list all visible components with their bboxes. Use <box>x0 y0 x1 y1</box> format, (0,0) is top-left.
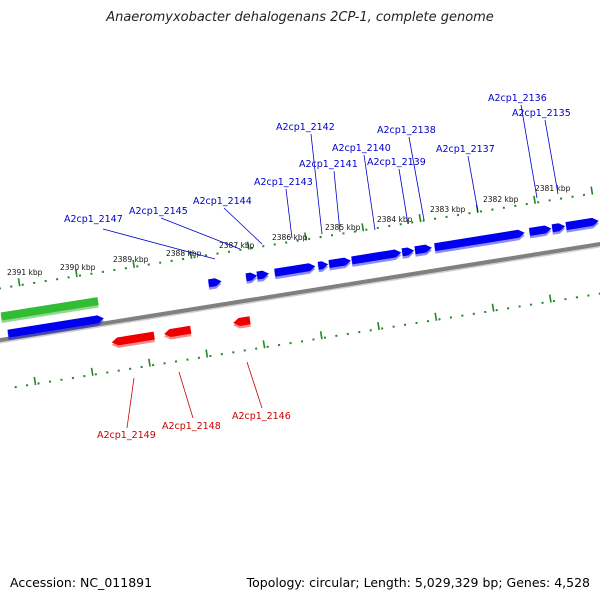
map-title: Anaeromyxobacter dehalogenans 2CP-1, com… <box>0 10 600 25</box>
scale-major-tick <box>206 350 207 358</box>
forward-gene-arrow[interactable] <box>552 223 565 232</box>
scale-major-tick <box>34 377 35 385</box>
reverse-gene-label[interactable]: A2cp1_2149 <box>97 430 156 441</box>
forward-gene-arrow[interactable] <box>402 247 414 256</box>
scale-label: 2381 kbp <box>535 184 571 193</box>
forward-gene-label[interactable]: A2cp1_2138 <box>377 125 436 136</box>
forward-gene-leader <box>545 120 558 194</box>
scale-major-tick <box>550 295 551 303</box>
forward-gene-arrow[interactable] <box>246 273 257 282</box>
scale-major-tick <box>534 196 535 204</box>
scale-major-tick <box>591 187 592 195</box>
scale-label: 2385 kbp <box>325 223 361 232</box>
forward-gene-label[interactable]: A2cp1_2135 <box>512 108 571 119</box>
forward-gene-leader <box>468 156 478 212</box>
forward-gene-leader <box>286 189 292 238</box>
forward-gene-arrow[interactable] <box>256 271 268 280</box>
reverse-gene-label[interactable]: A2cp1_2148 <box>162 421 221 432</box>
reverse-gene-leader <box>247 362 262 408</box>
forward-gene-leader <box>161 218 240 249</box>
reverse-gene-leader <box>179 372 193 418</box>
scale-major-tick <box>18 278 19 286</box>
scale-major-tick <box>419 214 420 222</box>
genome-stats: Topology: circular; Length: 5,029,329 bp… <box>247 575 590 590</box>
forward-gene-arrow[interactable] <box>414 245 431 255</box>
forward-gene-label[interactable]: A2cp1_2147 <box>64 214 123 225</box>
reverse-gene-leader <box>127 378 134 428</box>
scale-major-tick <box>492 304 493 312</box>
forward-gene-label[interactable]: A2cp1_2142 <box>276 122 335 133</box>
scale-label: 2382 kbp <box>483 195 519 204</box>
scale-label: 2391 kbp <box>7 268 43 277</box>
forward-gene-label[interactable]: A2cp1_2139 <box>367 157 426 168</box>
forward-gene-arrow[interactable] <box>208 278 221 287</box>
forward-gene-arrow[interactable] <box>318 261 329 270</box>
scale-label: 2389 kbp <box>113 255 149 264</box>
forward-gene-label[interactable]: A2cp1_2144 <box>193 196 252 207</box>
scale-major-tick <box>435 313 436 321</box>
forward-gene-label[interactable]: A2cp1_2141 <box>299 159 358 170</box>
reverse-gene-label[interactable]: A2cp1_2146 <box>232 411 291 422</box>
forward-gene-label[interactable]: A2cp1_2137 <box>436 144 495 155</box>
scale-major-tick <box>149 359 150 367</box>
forward-gene-label[interactable]: A2cp1_2145 <box>129 206 188 217</box>
scale-label: 2387 kbp <box>219 241 255 250</box>
forward-gene-label[interactable]: A2cp1_2136 <box>488 93 547 104</box>
accession-label: Accession: NC_011891 <box>10 575 152 590</box>
scale-label: 2383 kbp <box>430 205 466 214</box>
forward-gene-leader <box>409 137 424 220</box>
forward-gene-leader <box>224 208 262 244</box>
forward-gene-label[interactable]: A2cp1_2140 <box>332 143 391 154</box>
scale-major-tick <box>263 340 264 348</box>
scale-major-tick <box>378 322 379 330</box>
scale-major-tick <box>362 223 363 231</box>
scale-label: 2386 kbp <box>272 233 308 242</box>
forward-gene-label[interactable]: A2cp1_2143 <box>254 177 313 188</box>
scale-label: 2390 kbp <box>60 263 96 272</box>
scale-major-tick <box>321 331 322 339</box>
scale-major-tick <box>92 368 93 376</box>
